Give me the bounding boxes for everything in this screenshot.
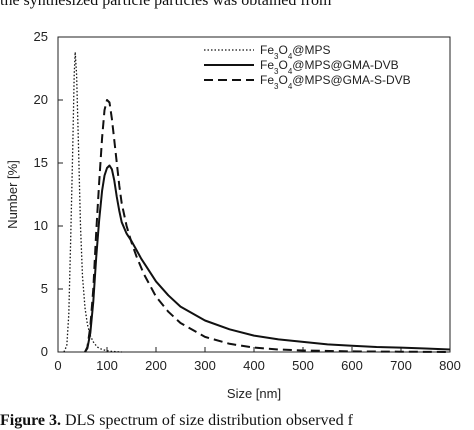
series-line-1 xyxy=(63,51,122,353)
caption-top: the synthesized particle particles was o… xyxy=(0,0,332,9)
legend-label-3: Fe3O4@MPS@GMA-S-DVB xyxy=(260,73,411,91)
legend-label-2: Fe3O4@MPS@GMA-DVB xyxy=(260,58,399,76)
caption-figure-label: Figure 3. xyxy=(0,412,62,429)
x-tick-label: 600 xyxy=(341,358,363,373)
chart-axes: 0 100 200 300 400 500 600 700 800 0 5 10 15 20 25 Size … xyxy=(5,29,461,401)
y-tick-label: 10 xyxy=(34,218,48,233)
x-axis-label: Size [nm] xyxy=(227,386,281,401)
series-line-2 xyxy=(84,164,451,353)
legend-label-1: Fe3O4@MPS xyxy=(260,43,330,61)
y-tick-label: 20 xyxy=(34,92,48,107)
x-tick-label: 800 xyxy=(439,358,461,373)
chart-legend: Fe3O4@MPSFe3O4@MPS@GMA-DVBFe3O4@MPS@GMA-… xyxy=(204,43,411,91)
x-tick-label: 200 xyxy=(145,358,167,373)
x-tick-label: 700 xyxy=(390,358,412,373)
y-tick-label: 0 xyxy=(41,344,48,359)
chart-series xyxy=(63,51,451,353)
x-tick-label: 400 xyxy=(243,358,265,373)
caption-bottom: Figure 3. DLS spectrum of size distribut… xyxy=(0,412,474,430)
x-tick-label: 300 xyxy=(194,358,216,373)
x-tick-label: 500 xyxy=(292,358,314,373)
y-axis-label: Number [%] xyxy=(5,160,20,229)
caption-figure-text: DLS spectrum of size distribution observ… xyxy=(61,412,353,429)
series-line-3 xyxy=(84,99,451,353)
x-tick-label: 0 xyxy=(54,358,61,373)
y-tick-label: 25 xyxy=(34,29,48,44)
y-tick-label: 15 xyxy=(34,155,48,170)
y-tick-label: 5 xyxy=(41,281,48,296)
x-tick-label: 100 xyxy=(96,358,118,373)
